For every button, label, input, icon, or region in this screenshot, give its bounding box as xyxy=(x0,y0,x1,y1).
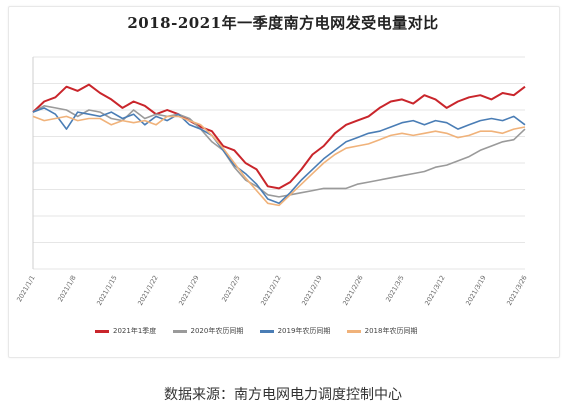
chart-legend: 2021年1季度 2020年农历同期 2019年农历同期 2018年农历同期 xyxy=(95,326,431,336)
legend-swatch xyxy=(346,329,361,333)
source-caption: 数据来源：南方电网电力调度控制中心 xyxy=(164,387,402,403)
legend-label: 2018年农历同期 xyxy=(364,327,418,335)
x-tick-label: 2021/3/26 xyxy=(505,274,529,307)
legend-item: 2018年农历同期 xyxy=(346,326,418,336)
chart-title: 2018-2021年一季度南方电网发受电量对比 xyxy=(127,14,439,32)
x-tick-label: 2021/2/19 xyxy=(300,274,324,307)
legend-label: 2020年农历同期 xyxy=(190,327,244,335)
x-tick-label: 2021/3/12 xyxy=(423,274,447,307)
x-tick-label: 2021/1/15 xyxy=(95,274,119,307)
x-tick-label: 2021/3/19 xyxy=(464,274,488,307)
legend-swatch xyxy=(259,329,274,333)
x-tick-label: 2021/3/5 xyxy=(384,274,406,303)
chart-card: 2021/1/1 2021/1/8 2021/1/15 2021/1/22 2021/1… xyxy=(8,6,560,358)
series-line-4 xyxy=(32,115,526,207)
series-line-1 xyxy=(32,83,526,190)
x-tick-label: 2021/1/22 xyxy=(136,274,160,307)
x-tick-label: 2021/2/26 xyxy=(341,274,365,307)
x-tick-label: 2021/1/8 xyxy=(56,274,78,303)
legend-label: 2019年农历同期 xyxy=(277,327,331,335)
x-tick-label: 2021/2/12 xyxy=(259,274,283,307)
legend-label: 2021年1季度 xyxy=(113,327,157,335)
x-tick-label: 2021/2/5 xyxy=(220,274,242,303)
legend-item: 2020年农历同期 xyxy=(172,326,244,336)
chart-svg: 2021/1/1 2021/1/8 2021/1/15 2021/1/22 2021/1… xyxy=(15,56,529,307)
series-line-2 xyxy=(32,105,526,198)
legend-swatch xyxy=(172,329,187,333)
legend-swatch xyxy=(95,329,109,333)
x-tick-label: 2021/1/1 xyxy=(15,274,37,303)
legend-item: 2019年农历同期 xyxy=(259,326,331,336)
legend-item: 2021年1季度 xyxy=(95,326,156,336)
x-tick-label: 2021/1/29 xyxy=(177,274,201,307)
series-line-3 xyxy=(32,107,526,205)
